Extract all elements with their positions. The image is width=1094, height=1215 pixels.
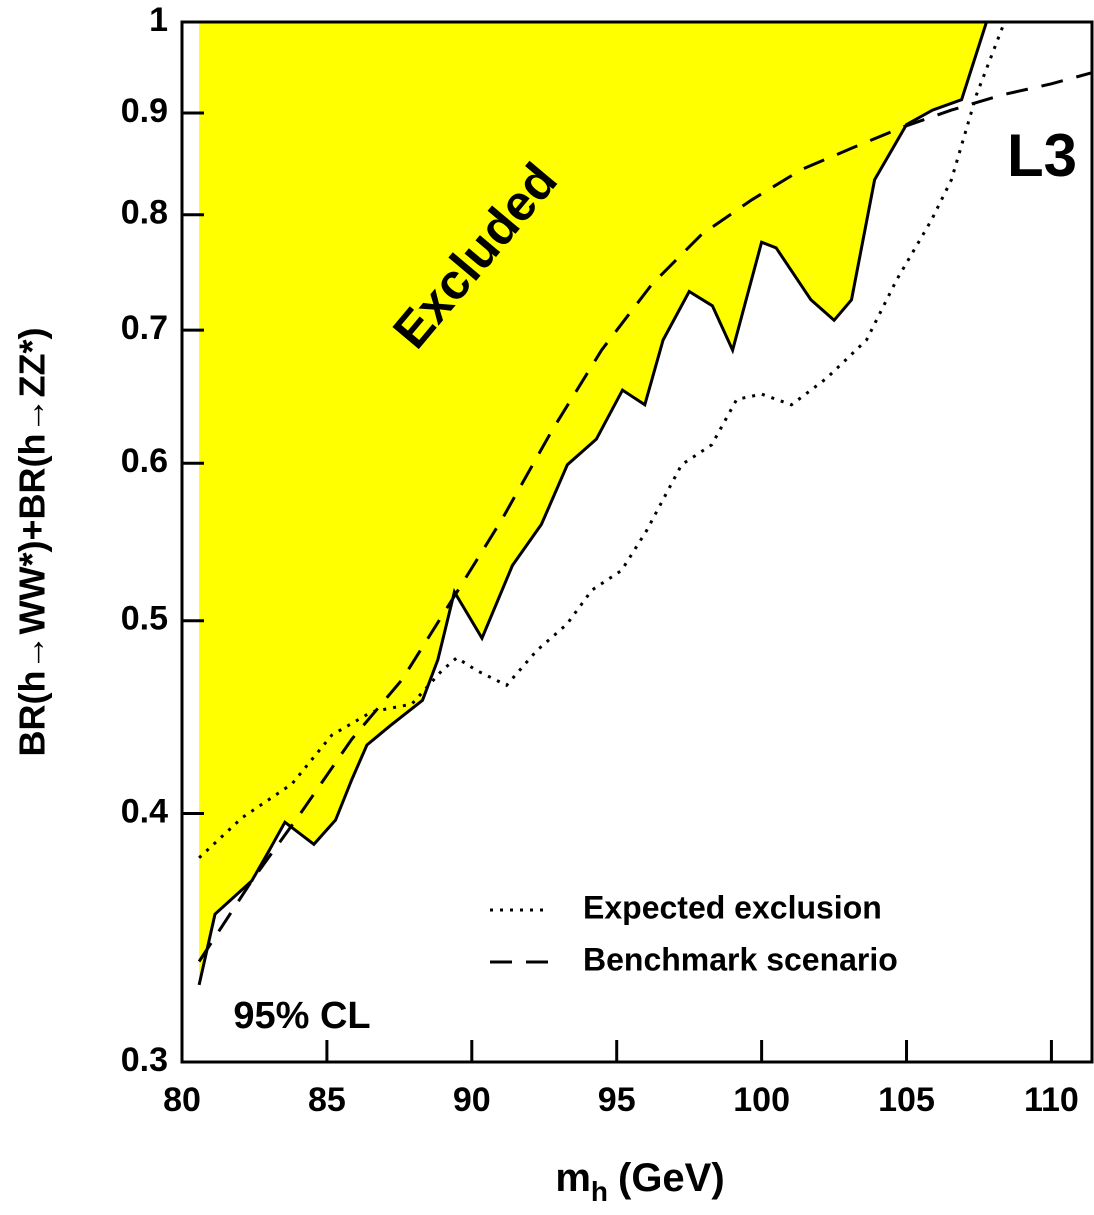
y-tick-label: 1 <box>149 1 168 39</box>
x-tick-label: 90 <box>453 1081 491 1119</box>
x-tick-label: 110 <box>1024 1081 1079 1119</box>
x-tick-label: 100 <box>733 1081 790 1119</box>
x-axis-label: mh (GeV) <box>555 1156 724 1208</box>
y-axis-label: BR(h→WW*)+BR(h→ZZ*) <box>12 328 53 757</box>
excluded-area <box>199 22 987 985</box>
y-tick-label: 0.3 <box>121 1041 168 1079</box>
plot-area <box>197 22 1092 986</box>
legend-label: Benchmark scenario <box>583 941 898 977</box>
annotation: 95% CL <box>233 995 370 1037</box>
x-tick-label: 85 <box>308 1081 346 1119</box>
annotation: L3 <box>1007 122 1077 189</box>
series-line <box>197 22 988 986</box>
y-tick-label: 0.6 <box>121 442 168 480</box>
y-tick-label: 0.8 <box>121 194 168 232</box>
x-tick-label: 105 <box>878 1081 935 1119</box>
y-tick-label: 0.5 <box>121 600 168 638</box>
x-label-main: m <box>555 1156 591 1200</box>
axes-frame <box>180 20 1094 1064</box>
x-tick-label: 80 <box>163 1081 201 1119</box>
legend-label: Expected exclusion <box>583 889 882 925</box>
y-tick-label: 0.9 <box>121 92 168 130</box>
x-tick-label: 95 <box>598 1081 636 1119</box>
y-tick-label: 0.7 <box>121 309 168 347</box>
x-label-unit: (GeV) <box>618 1156 725 1200</box>
series-line <box>198 22 1006 859</box>
y-tick-label: 0.4 <box>121 792 168 830</box>
series-line <box>197 71 1092 963</box>
x-label-subscript: h <box>591 1176 608 1207</box>
